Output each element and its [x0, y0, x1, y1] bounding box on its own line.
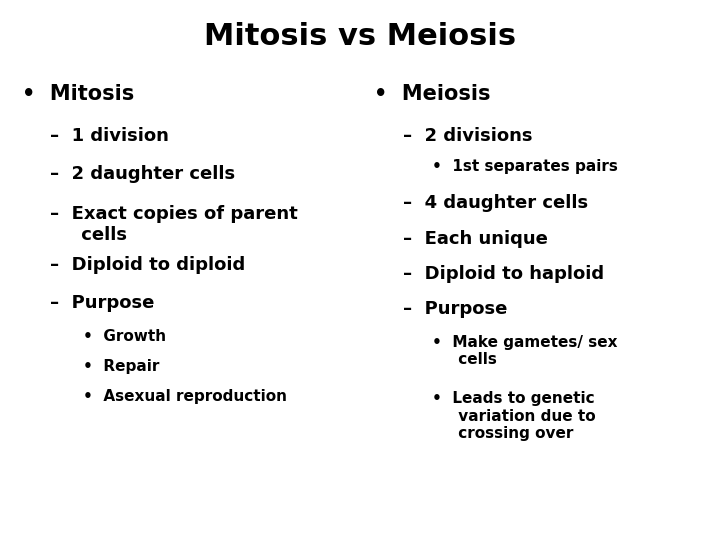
- Text: –  Purpose: – Purpose: [50, 294, 155, 312]
- Text: –  Purpose: – Purpose: [403, 300, 508, 318]
- Text: –  4 daughter cells: – 4 daughter cells: [403, 194, 588, 212]
- Text: –  Exact copies of parent
     cells: – Exact copies of parent cells: [50, 205, 298, 244]
- Text: •  Asexual reproduction: • Asexual reproduction: [83, 389, 287, 404]
- Text: •  Leads to genetic
     variation due to
     crossing over: • Leads to genetic variation due to cros…: [432, 392, 595, 441]
- Text: Mitosis vs Meiosis: Mitosis vs Meiosis: [204, 22, 516, 51]
- Text: •  Meiosis: • Meiosis: [374, 84, 491, 104]
- Text: –  Each unique: – Each unique: [403, 230, 548, 247]
- Text: •  Growth: • Growth: [83, 329, 166, 345]
- Text: –  1 division: – 1 division: [50, 127, 169, 145]
- Text: •  1st separates pairs: • 1st separates pairs: [432, 159, 618, 174]
- Text: –  2 divisions: – 2 divisions: [403, 127, 533, 145]
- Text: –  Diploid to haploid: – Diploid to haploid: [403, 265, 604, 282]
- Text: •  Make gametes/ sex
     cells: • Make gametes/ sex cells: [432, 335, 618, 367]
- Text: –  Diploid to diploid: – Diploid to diploid: [50, 256, 246, 274]
- Text: •  Mitosis: • Mitosis: [22, 84, 134, 104]
- Text: –  2 daughter cells: – 2 daughter cells: [50, 165, 235, 183]
- Text: •  Repair: • Repair: [83, 359, 159, 374]
